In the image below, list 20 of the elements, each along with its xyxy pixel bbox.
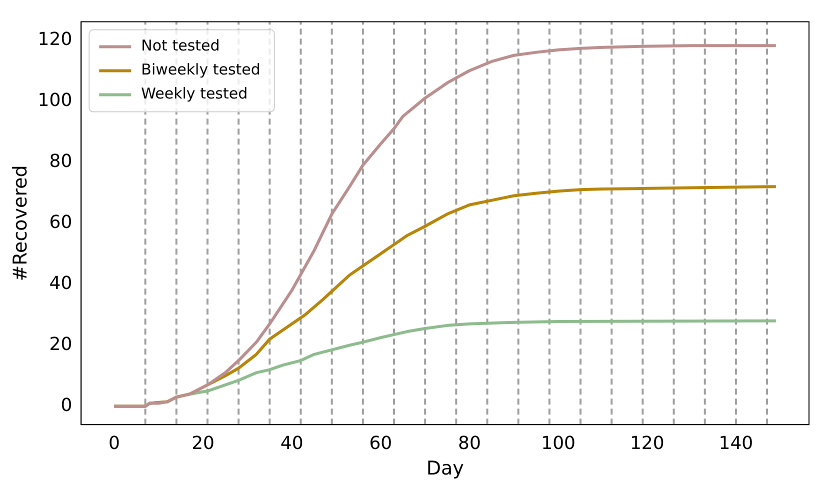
x-tick-label: 20 <box>192 433 215 454</box>
y-axis-title: #Recovered <box>9 165 32 282</box>
x-tick-label: 80 <box>458 433 481 454</box>
x-tick-label: 40 <box>280 433 304 454</box>
legend-label: Biweekly tested <box>141 60 260 79</box>
x-tick-label: 60 <box>369 433 392 454</box>
y-tick-label: 40 <box>49 272 72 294</box>
y-tick-label: 60 <box>49 212 72 233</box>
x-tick-label: 120 <box>630 433 664 454</box>
y-tick-label: 80 <box>49 150 72 172</box>
legend-label: Not tested <box>141 36 220 55</box>
y-tick-label: 120 <box>38 28 72 50</box>
y-tick-label: 20 <box>49 334 72 355</box>
x-tick-label: 100 <box>541 433 576 454</box>
x-tick-label: 140 <box>718 433 754 454</box>
legend-label: Weekly tested <box>141 84 248 103</box>
x-axis-title: Day <box>426 458 464 480</box>
y-tick-label: 100 <box>38 90 72 111</box>
y-tick-label: 0 <box>60 394 72 416</box>
x-tick-label: 0 <box>108 433 120 454</box>
